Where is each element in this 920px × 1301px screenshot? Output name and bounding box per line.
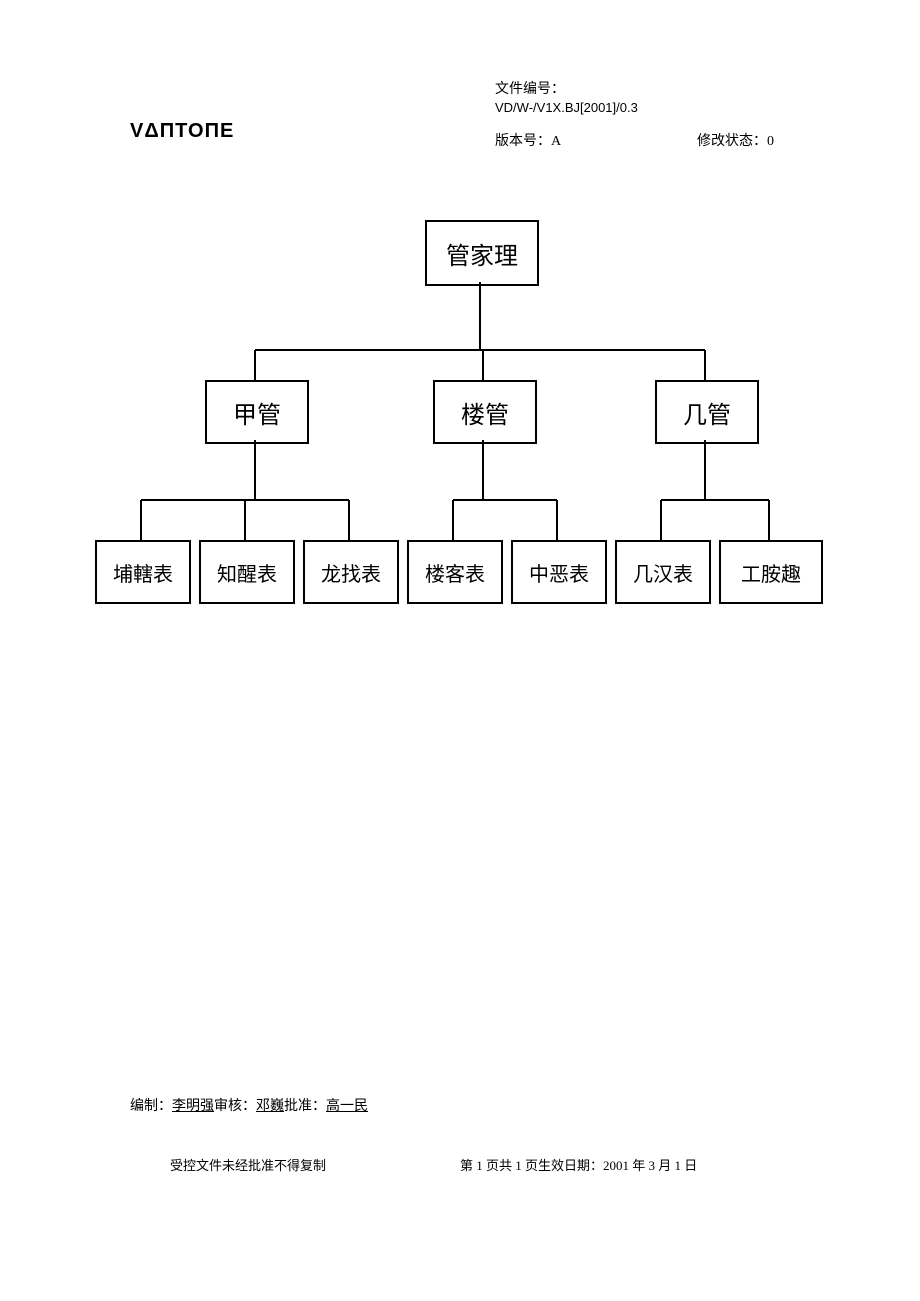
org-connector: [768, 500, 770, 540]
org-node-l3: 龙找表: [303, 540, 399, 604]
version-label: 版本号：: [495, 134, 551, 149]
org-connector: [704, 350, 706, 380]
org-node-l4: 楼客表: [407, 540, 503, 604]
footer-authors: 编制：李明强审核：邓巍批准：高一民: [130, 1095, 368, 1115]
org-node-l7: 工胺趣: [719, 540, 823, 604]
org-connector: [482, 440, 484, 500]
org-node-m1: 甲管: [205, 380, 309, 444]
author-1: 李明强: [172, 1099, 214, 1114]
footer-bottom: 受控文件未经批准不得复制 第 1 页共 1 页生效日期：2001 年 3 月 1…: [170, 1155, 800, 1174]
org-connector: [244, 500, 246, 540]
org-connector: [254, 350, 256, 380]
org-node-l5: 中恶表: [511, 540, 607, 604]
org-connector: [660, 500, 662, 540]
author-prefix-1: 编制：: [130, 1099, 172, 1114]
doc-no-label: 文件编号：: [495, 78, 565, 98]
author-3: 高一民: [326, 1099, 368, 1114]
org-connector: [482, 350, 484, 380]
org-connector: [452, 500, 454, 540]
org-node-l1: 埔轄表: [95, 540, 191, 604]
modify-value: 0: [767, 134, 774, 149]
org-chart: 管家理甲管 楼管 几管埔轄表知醒表龙找表楼客表中恶表几汉表工胺趣: [95, 220, 825, 650]
author-2: 邓巍: [256, 1099, 284, 1114]
org-connector: [348, 500, 350, 540]
controlled-note: 受控文件未经批准不得复制: [170, 1158, 326, 1173]
modify-block: 修改状态：0: [697, 130, 774, 150]
version-block: 版本号：A: [495, 130, 561, 150]
author-prefix-3: 批准：: [284, 1099, 326, 1114]
org-connector: [255, 349, 705, 351]
org-connector: [704, 440, 706, 500]
org-connector: [479, 282, 481, 350]
org-connector: [556, 500, 558, 540]
page-info: 第 1 页共 1 页生效日期：2001 年 3 月 1 日: [460, 1155, 697, 1174]
author-prefix-2: 审核：: [214, 1099, 256, 1114]
org-node-l6: 几汉表: [615, 540, 711, 604]
version-value: A: [551, 134, 561, 149]
org-connector: [254, 440, 256, 500]
org-connector: [140, 500, 142, 540]
org-node-m2: 楼管: [433, 380, 537, 444]
org-node-l2: 知醒表: [199, 540, 295, 604]
brand-logo: VΔΠΤΟΠΕ: [130, 120, 234, 143]
org-node-m3: 几管: [655, 380, 759, 444]
modify-label: 修改状态：: [697, 134, 767, 149]
org-connector: [453, 499, 557, 501]
org-connector: [661, 499, 769, 501]
doc-no-value: VD/W-/V1X.BJ[2001]/0.3: [495, 100, 638, 115]
org-node-root: 管家理: [425, 220, 539, 286]
